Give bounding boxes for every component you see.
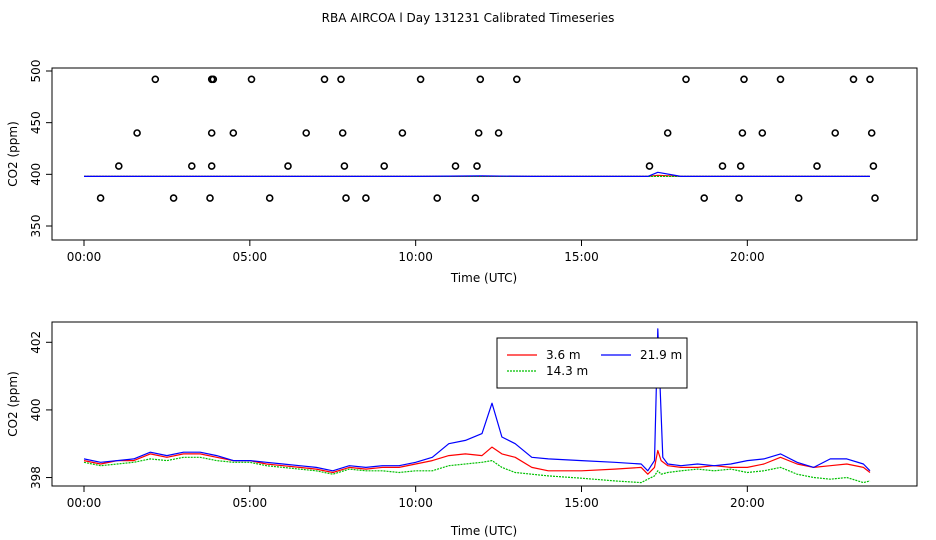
- scatter-point: [320, 75, 329, 84]
- scatter-point: [433, 194, 442, 202]
- x-tick-label: 00:00: [67, 250, 102, 264]
- scatter-point: [776, 75, 785, 84]
- legend-label-21-9m: 21.9 m: [640, 348, 682, 362]
- series-line-14-3-m: [83, 456, 871, 484]
- scatter-point: [871, 194, 879, 202]
- top-scatter-points: [96, 75, 879, 202]
- scatter-point: [474, 129, 483, 137]
- scatter-point: [169, 194, 178, 202]
- scatter-point: [740, 75, 748, 84]
- x-tick-label: 10:00: [398, 250, 433, 264]
- scatter-point: [96, 194, 105, 202]
- scatter-point: [494, 129, 503, 137]
- legend-box: [496, 337, 688, 389]
- scatter-point: [866, 75, 874, 84]
- scatter-point: [867, 129, 876, 137]
- scatter-point: [229, 129, 238, 137]
- scatter-point: [115, 162, 123, 170]
- scatter-point: [758, 129, 767, 137]
- bottom-y-axis-label: CO2 (ppm): [6, 371, 20, 437]
- scatter-point: [471, 194, 480, 202]
- scatter-point: [362, 194, 370, 202]
- scatter-point: [380, 162, 389, 170]
- top-y-axis: 350 400 450 500: [29, 60, 52, 238]
- scatter-point: [338, 129, 347, 137]
- scatter-point: [416, 75, 425, 84]
- bottom-panel: 00:00 05:00 10:00 15:00 20:00 398 400 402 Time…: [6, 321, 918, 538]
- scatter-point: [284, 162, 292, 170]
- scatter-point: [340, 162, 349, 170]
- scatter-point: [735, 194, 743, 202]
- scatter-point: [813, 162, 821, 170]
- scatter-point: [473, 162, 481, 170]
- y-tick-label: 350: [29, 215, 43, 238]
- x-tick-label: 05:00: [233, 496, 268, 510]
- legend-label-3-6m: 3.6 m: [546, 348, 581, 362]
- scatter-point: [209, 75, 218, 84]
- top-series-lines: [84, 171, 870, 177]
- scatter-point: [512, 75, 521, 84]
- scatter-point: [265, 194, 274, 202]
- y-tick-label: 400: [29, 163, 43, 186]
- bottom-y-axis: 398 400 402: [29, 331, 52, 489]
- scatter-point: [476, 75, 485, 84]
- bottom-x-axis-label: Time (UTC): [450, 524, 517, 538]
- x-tick-label: 15:00: [564, 250, 599, 264]
- scatter-point: [849, 75, 858, 84]
- x-tick-label: 05:00: [233, 250, 268, 264]
- y-tick-label: 450: [29, 111, 43, 134]
- y-tick-label: 402: [29, 331, 43, 354]
- scatter-point: [869, 162, 878, 170]
- scatter-point: [738, 129, 747, 137]
- scatter-point: [398, 129, 407, 137]
- x-tick-label: 20:00: [730, 496, 765, 510]
- scatter-point: [451, 162, 460, 170]
- top-panel: 00:00 05:00 10:00 15:00 20:00 350 400 450 500 T…: [6, 60, 918, 285]
- scatter-point: [337, 75, 345, 84]
- top-plot-frame: [51, 67, 918, 241]
- scatter-point: [207, 162, 216, 170]
- scatter-point: [736, 162, 745, 170]
- legend-label-14-3m: 14.3 m: [546, 364, 588, 378]
- scatter-point: [682, 75, 690, 84]
- scatter-point: [302, 129, 311, 137]
- bottom-plot-frame: [51, 321, 918, 487]
- top-x-axis: 00:00 05:00 10:00 15:00 20:00: [67, 240, 765, 264]
- x-tick-label: 15:00: [564, 496, 599, 510]
- bottom-x-axis: 00:00 05:00 10:00 15:00 20:00: [67, 486, 765, 510]
- y-tick-label: 400: [29, 398, 43, 421]
- scatter-point: [206, 194, 214, 202]
- y-tick-label: 500: [29, 60, 43, 83]
- legend: 3.6 m 21.9 m 14.3 m: [496, 337, 688, 389]
- x-tick-label: 10:00: [398, 496, 433, 510]
- scatter-point: [342, 194, 350, 202]
- scatter-point: [831, 129, 840, 137]
- series-line-21-9-m: [84, 171, 870, 177]
- scatter-point: [247, 75, 256, 84]
- top-y-axis-label: CO2 (ppm): [6, 121, 20, 187]
- bottom-series-lines: [83, 328, 871, 484]
- scatter-point: [645, 162, 654, 170]
- scatter-point: [188, 162, 196, 170]
- scatter-point: [700, 194, 709, 202]
- scatter-point: [663, 129, 672, 137]
- scatter-point: [718, 162, 727, 170]
- x-tick-label: 20:00: [730, 250, 765, 264]
- figure-title: RBA AIRCOA l Day 131231 Calibrated Times…: [322, 11, 615, 25]
- y-tick-label: 398: [29, 466, 43, 489]
- scatter-point: [151, 75, 160, 84]
- scatter-point: [133, 129, 141, 137]
- x-tick-label: 00:00: [67, 496, 102, 510]
- top-x-axis-label: Time (UTC): [450, 271, 517, 285]
- scatter-point: [794, 194, 803, 202]
- scatter-point: [207, 129, 216, 137]
- series-line-3-6-m: [83, 446, 871, 475]
- series-line-21-9-m: [83, 328, 871, 472]
